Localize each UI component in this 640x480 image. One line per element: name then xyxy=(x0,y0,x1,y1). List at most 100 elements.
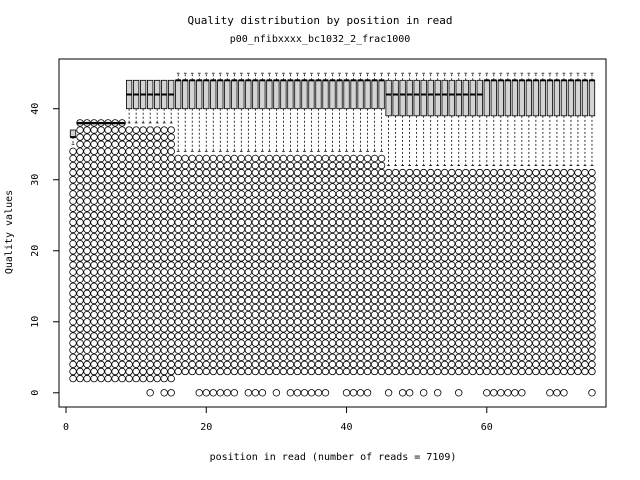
outlier-point xyxy=(293,332,302,340)
outlier-point xyxy=(118,126,126,134)
outlier-point xyxy=(412,168,421,177)
outlier-point xyxy=(209,275,217,283)
outlier-point xyxy=(476,332,484,340)
outlier-point xyxy=(104,247,112,255)
outlier-point xyxy=(272,168,281,177)
outlier-point xyxy=(118,211,126,219)
box xyxy=(301,79,308,110)
outlier-point xyxy=(349,197,358,205)
outlier-point xyxy=(314,303,323,312)
outlier-point xyxy=(588,232,596,241)
outlier-point xyxy=(588,303,596,312)
outlier-point xyxy=(483,190,491,198)
outlier-point xyxy=(370,232,379,241)
box xyxy=(175,79,182,110)
outlier-point xyxy=(469,360,477,369)
outlier-point xyxy=(588,360,596,369)
outlier-point xyxy=(546,296,554,305)
outlier-point xyxy=(581,254,589,262)
outlier-point xyxy=(433,289,442,298)
outlier-point xyxy=(237,154,246,163)
outlier-point xyxy=(412,346,421,354)
outlier-point xyxy=(125,204,133,212)
outlier-point xyxy=(104,268,112,276)
outlier-point xyxy=(307,183,316,191)
outlier-point xyxy=(581,318,589,326)
outlier-point xyxy=(174,190,182,198)
outlier-point xyxy=(539,303,547,312)
outlier-point xyxy=(279,360,288,369)
outlier-point xyxy=(300,197,309,205)
outlier-point xyxy=(223,232,232,241)
outlier-point xyxy=(111,197,119,205)
outlier-point xyxy=(419,225,428,234)
outlier-point xyxy=(118,218,126,227)
outlier-point xyxy=(342,225,351,234)
outlier-point xyxy=(83,367,91,376)
outlier-point xyxy=(349,232,358,241)
outlier-point xyxy=(462,239,470,248)
outlier-point xyxy=(251,211,260,219)
outlier-point xyxy=(384,367,393,376)
outlier-point xyxy=(426,239,435,248)
outlier-point xyxy=(111,282,119,290)
outlier-point xyxy=(132,204,140,212)
outlier-point xyxy=(69,204,77,212)
outlier-point xyxy=(504,367,512,376)
outlier-point xyxy=(483,296,491,305)
outlier-point xyxy=(104,176,112,184)
outlier-point xyxy=(433,275,442,283)
outlier-point xyxy=(363,190,372,198)
outlier-point xyxy=(349,289,358,298)
outlier-point xyxy=(279,211,288,219)
outlier-point xyxy=(546,225,554,234)
outlier-point xyxy=(153,268,161,276)
outlier-point xyxy=(132,183,140,191)
outlier-point xyxy=(497,211,505,219)
outlier-point xyxy=(174,268,182,276)
outlier-point xyxy=(293,353,302,361)
outlier-point xyxy=(511,239,519,248)
box xyxy=(546,79,554,117)
outlier-point xyxy=(125,339,133,347)
outlier-point xyxy=(97,254,105,262)
outlier-point xyxy=(111,126,119,134)
outlier-point xyxy=(511,268,519,276)
outlier-point xyxy=(279,254,288,262)
outlier-point xyxy=(118,168,126,177)
outlier-point xyxy=(553,254,561,262)
outlier-point xyxy=(181,310,189,319)
outlier-point xyxy=(497,360,505,369)
box xyxy=(413,79,420,117)
outlier-point xyxy=(237,197,246,205)
outlier-point xyxy=(104,190,112,198)
outlier-point xyxy=(244,168,253,177)
outlier-point xyxy=(125,282,133,290)
outlier-point xyxy=(132,232,140,241)
outlier-point xyxy=(293,154,302,163)
outlier-point xyxy=(504,197,512,205)
outlier-point xyxy=(328,247,337,255)
outlier-point xyxy=(279,225,288,234)
outlier-point xyxy=(448,254,456,262)
outlier-point xyxy=(539,197,547,205)
outlier-point xyxy=(363,218,372,227)
outlier-point xyxy=(90,339,98,347)
outlier-point xyxy=(398,310,407,319)
outlier-point xyxy=(125,332,133,340)
outlier-point xyxy=(469,218,477,227)
outlier-point xyxy=(328,190,337,198)
outlier-point xyxy=(202,176,210,184)
outlier-point xyxy=(441,197,449,205)
outlier-point xyxy=(104,197,112,205)
outlier-point xyxy=(307,310,316,319)
outlier-point xyxy=(209,218,217,227)
outlier-point xyxy=(483,303,491,312)
outlier-point xyxy=(153,147,161,156)
outlier-point xyxy=(118,318,126,326)
outlier-point xyxy=(398,389,407,397)
outlier-point xyxy=(307,367,316,376)
outlier-point xyxy=(490,367,498,376)
box xyxy=(245,79,252,110)
outlier-point xyxy=(342,218,351,227)
